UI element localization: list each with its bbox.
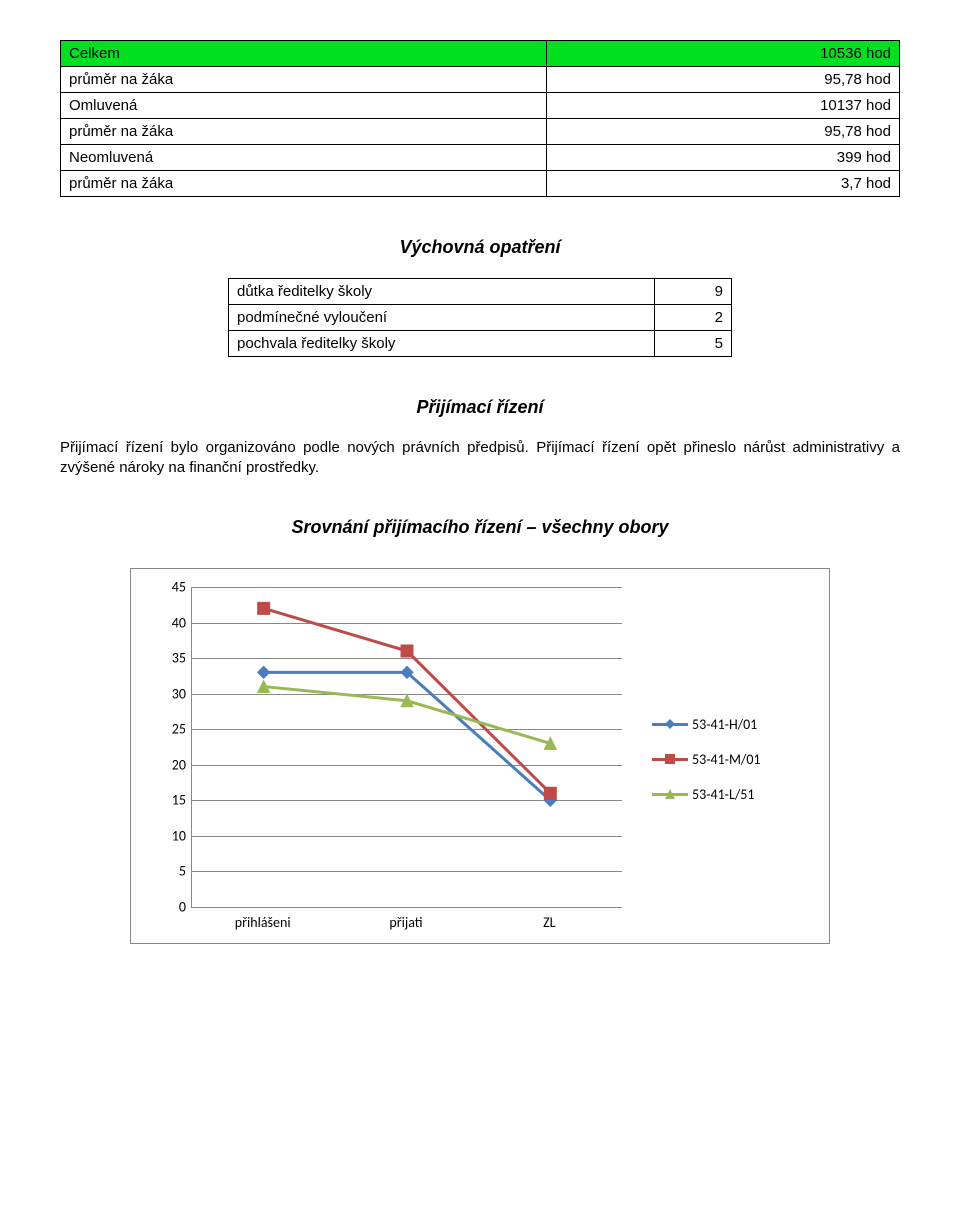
table-row: Celkem10536 hod bbox=[61, 41, 900, 67]
measures-table: důtka ředitelky školy9podmínečné vylouče… bbox=[228, 278, 732, 357]
chart-title: Srovnání přijímacího řízení – všechny ob… bbox=[60, 517, 900, 538]
cell-label: průměr na žáka bbox=[61, 119, 547, 145]
chart-y-tick-label: 40 bbox=[156, 614, 186, 631]
chart-y-tick-label: 30 bbox=[156, 685, 186, 702]
cell-label: podmínečné vyloučení bbox=[229, 305, 655, 331]
cell-value: 95,78 hod bbox=[547, 119, 900, 145]
legend-item: 53-41-M/01 bbox=[652, 751, 761, 768]
chart-marker bbox=[401, 645, 413, 657]
table-row: průměr na žáka3,7 hod bbox=[61, 171, 900, 197]
cell-value: 5 bbox=[655, 331, 732, 357]
chart-y-tick-label: 20 bbox=[156, 756, 186, 773]
cell-value: 2 bbox=[655, 305, 732, 331]
cell-label: důtka ředitelky školy bbox=[229, 279, 655, 305]
chart-y-tick-label: 15 bbox=[156, 792, 186, 809]
cell-value: 9 bbox=[655, 279, 732, 305]
chart-marker bbox=[258, 666, 270, 678]
legend-label: 53-41-M/01 bbox=[692, 751, 761, 768]
chart-x-axis: přihlášenipřijatiZL bbox=[191, 908, 621, 931]
cell-value: 10536 hod bbox=[547, 41, 900, 67]
cell-label: pochvala ředitelky školy bbox=[229, 331, 655, 357]
chart-marker bbox=[544, 787, 556, 799]
legend-line-icon bbox=[652, 758, 688, 761]
measures-heading: Výchovná opatření bbox=[60, 237, 900, 258]
cell-value: 399 hod bbox=[547, 145, 900, 171]
chart-series-svg bbox=[192, 587, 622, 907]
chart-y-tick-label: 5 bbox=[156, 863, 186, 880]
admission-paragraph: Přijímací řízení bylo organizováno podle… bbox=[60, 438, 900, 477]
legend-item: 53-41-L/51 bbox=[652, 786, 761, 803]
table-row: průměr na žáka95,78 hod bbox=[61, 119, 900, 145]
chart-marker bbox=[258, 602, 270, 614]
admission-heading: Přijímací řízení bbox=[60, 397, 900, 418]
table-row: Neomluvená399 hod bbox=[61, 145, 900, 171]
chart-legend: 53-41-H/01 53-41-M/01 53-41-L/51 bbox=[652, 587, 761, 931]
legend-label: 53-41-H/01 bbox=[692, 716, 757, 733]
cell-value: 3,7 hod bbox=[547, 171, 900, 197]
chart-y-tick-label: 0 bbox=[156, 899, 186, 916]
legend-item: 53-41-H/01 bbox=[652, 716, 761, 733]
chart-y-tick-label: 45 bbox=[156, 579, 186, 596]
cell-label: Neomluvená bbox=[61, 145, 547, 171]
chart-x-tick-label: přihlášeni bbox=[191, 908, 334, 931]
table-row: pochvala ředitelky školy5 bbox=[229, 331, 732, 357]
cell-value: 95,78 hod bbox=[547, 67, 900, 93]
legend-label: 53-41-L/51 bbox=[692, 786, 754, 803]
table-row: Omluvená10137 hod bbox=[61, 93, 900, 119]
chart-y-tick-label: 25 bbox=[156, 721, 186, 738]
legend-marker-icon bbox=[663, 787, 677, 801]
chart-x-tick-label: ZL bbox=[478, 908, 621, 931]
legend-line-icon bbox=[652, 793, 688, 796]
table-row: průměr na žáka95,78 hod bbox=[61, 67, 900, 93]
legend-marker-icon bbox=[663, 752, 677, 766]
chart-container: 051015202530354045 přihlášenipřijatiZL 5… bbox=[130, 568, 830, 944]
chart-y-tick-label: 10 bbox=[156, 827, 186, 844]
cell-label: Omluvená bbox=[61, 93, 547, 119]
table-row: důtka ředitelky školy9 bbox=[229, 279, 732, 305]
chart-plot-area: 051015202530354045 bbox=[191, 587, 622, 908]
legend-marker-icon bbox=[663, 717, 677, 731]
table-row: podmínečné vyloučení2 bbox=[229, 305, 732, 331]
cell-value: 10137 hod bbox=[547, 93, 900, 119]
chart-x-tick-label: přijati bbox=[334, 908, 477, 931]
attendance-table: Celkem10536 hodprůměr na žáka95,78 hodOm… bbox=[60, 40, 900, 197]
cell-label: průměr na žáka bbox=[61, 67, 547, 93]
cell-label: Celkem bbox=[61, 41, 547, 67]
legend-line-icon bbox=[652, 723, 688, 726]
chart-y-tick-label: 35 bbox=[156, 650, 186, 667]
cell-label: průměr na žáka bbox=[61, 171, 547, 197]
